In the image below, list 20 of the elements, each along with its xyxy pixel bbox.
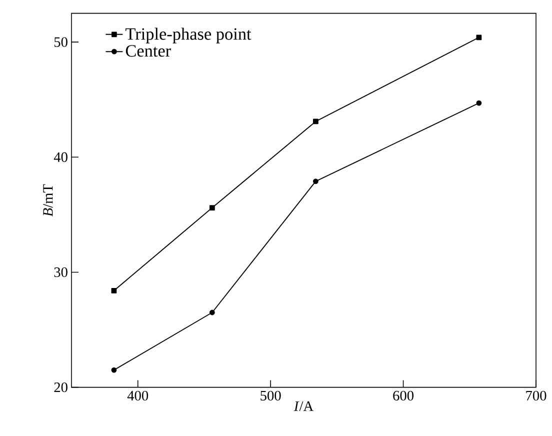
point [476, 100, 482, 106]
y-axis-title: B/mT [43, 184, 53, 216]
x-tick-label: 400 [127, 390, 148, 400]
y-tick-label: 20 [54, 382, 68, 392]
point [209, 310, 215, 316]
point [476, 34, 482, 40]
legend-label: Center [126, 45, 171, 57]
x-axis-title: I/A [294, 401, 314, 411]
point [209, 205, 215, 210]
x-tick-label: 600 [393, 390, 414, 400]
y-tick-label: 30 [54, 267, 68, 278]
x-tick-label: 500 [260, 390, 281, 400]
point [313, 118, 318, 124]
y-tick-label: 40 [54, 152, 68, 162]
x-tick-label: 700 [526, 390, 546, 400]
point [313, 178, 318, 184]
legend-label: Triple-phase point [126, 28, 252, 44]
point [111, 288, 117, 294]
y-tick-label: 50 [54, 37, 68, 47]
point [111, 367, 117, 373]
